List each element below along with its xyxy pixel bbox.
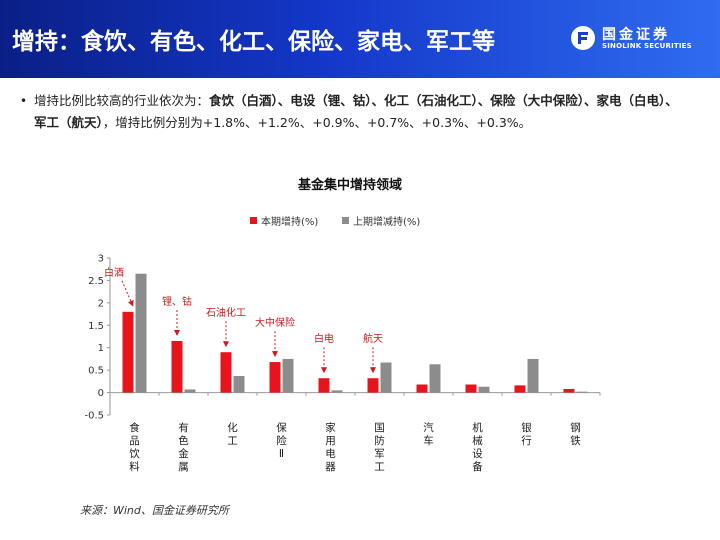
company-logo: 国金证券 SINOLINK SECURITIES: [570, 24, 710, 54]
bar-s1-8: [465, 384, 477, 393]
source-note: 来源：Wind、国金证券研究所: [80, 504, 229, 517]
category-label-8: 机械设备: [472, 421, 483, 473]
bar-s1-2: [171, 340, 183, 393]
summary-industries: 食饮（白酒）、电设（锂、钴）、化工（石油化工）、保险（大中保险）、家电（白电）、…: [34, 93, 678, 130]
bar-s1-7: [416, 384, 428, 393]
bar-s2-3: [233, 375, 245, 393]
category-label-4: 保险 Ⅱ: [276, 421, 287, 460]
category-label-2: 有色金属: [178, 421, 189, 473]
bar-s1-9: [514, 385, 526, 393]
annotation-label-3: 石油化工: [206, 306, 246, 319]
annotation-label-1: 白酒: [104, 266, 124, 279]
bar-s2-2: [184, 389, 196, 393]
y-tick-label-2: 0.5: [88, 366, 104, 377]
y-tick-label-1: 0: [98, 388, 104, 399]
bar-s1-3: [220, 352, 232, 393]
annotation-label-5: 白电: [314, 332, 334, 345]
bar-s2-7: [429, 364, 441, 393]
legend-swatch-1: [250, 217, 257, 224]
bar-s2-9: [527, 358, 539, 393]
chart-title: 基金集中增持领域: [297, 177, 402, 193]
y-tick-label-7: 3: [98, 254, 104, 265]
sinolink-logo-icon: [571, 26, 595, 50]
legend-label-2: 上期增减持(%): [353, 215, 420, 228]
bar-s2-6: [380, 362, 392, 393]
legend-label-1: 本期增持(%): [261, 215, 318, 228]
bar-s2-10: [576, 391, 588, 393]
bar-s2-4: [282, 358, 294, 393]
annotation-arrow-1: [121, 280, 134, 307]
bar-s1-5: [318, 378, 330, 393]
summary-bullet: • 增持比例比较高的行业依次为：食饮（白酒）、电设（锂、钴）、化工（石油化工）、…: [20, 90, 690, 134]
y-tick-label-4: 1.5: [88, 321, 104, 332]
y-tick-label-3: 1: [98, 343, 104, 354]
category-label-10: 钢铁: [570, 421, 581, 447]
summary-suffix: ，增持比例分别为+1.8%、+1.2%、+0.9%、+0.7%、+0.3%、+0…: [102, 115, 532, 130]
slide-title: 增持：食饮、有色、化工、保险、家电、军工等: [12, 29, 495, 55]
category-label-5: 家用电器: [325, 421, 336, 473]
summary-prefix: 增持比例比较高的行业依次为：: [34, 93, 210, 108]
category-label-6: 国防军工: [374, 422, 385, 473]
bar-s2-1: [135, 273, 147, 393]
bar-s1-1: [122, 311, 134, 393]
category-label-3: 化工: [227, 421, 238, 447]
y-tick-label-6: 2.5: [88, 276, 104, 287]
annotation-label-2: 锂、钴: [162, 296, 192, 308]
annotation-label-6: 航天: [363, 332, 383, 345]
bar-s2-8: [478, 386, 490, 393]
legend-swatch-2: [342, 217, 349, 224]
annotation-label-4: 大中保险: [255, 316, 295, 329]
y-tick-label-5: 2: [98, 298, 104, 309]
logo-name-en: SINOLINK SECURITIES: [602, 42, 692, 50]
bar-s1-10: [563, 388, 575, 393]
category-label-1: 食品饮料: [129, 421, 140, 473]
summary-text: 增持比例比较高的行业依次为：食饮（白酒）、电设（锂、钴）、化工（石油化工）、保险…: [34, 90, 690, 134]
bar-s1-4: [269, 362, 281, 393]
bar-s2-5: [331, 390, 343, 393]
logo-name-cn: 国金证券: [602, 27, 670, 43]
category-label-7: 汽车: [423, 421, 434, 447]
slide-header: 增持：食饮、有色、化工、保险、家电、军工等 国金证券 SINOLINK SECU…: [0, 0, 720, 78]
chart-container: 基金集中增持领域本期增持(%) 上期增减持(%) -0.5 0 0.5 1 1.5 2 2.5 3…: [70, 170, 630, 480]
bullet-dot-icon: •: [20, 94, 28, 108]
bar-s1-6: [367, 378, 379, 393]
category-label-9: 银行: [521, 421, 532, 447]
y-tick-label-0: -0.5: [84, 411, 104, 422]
